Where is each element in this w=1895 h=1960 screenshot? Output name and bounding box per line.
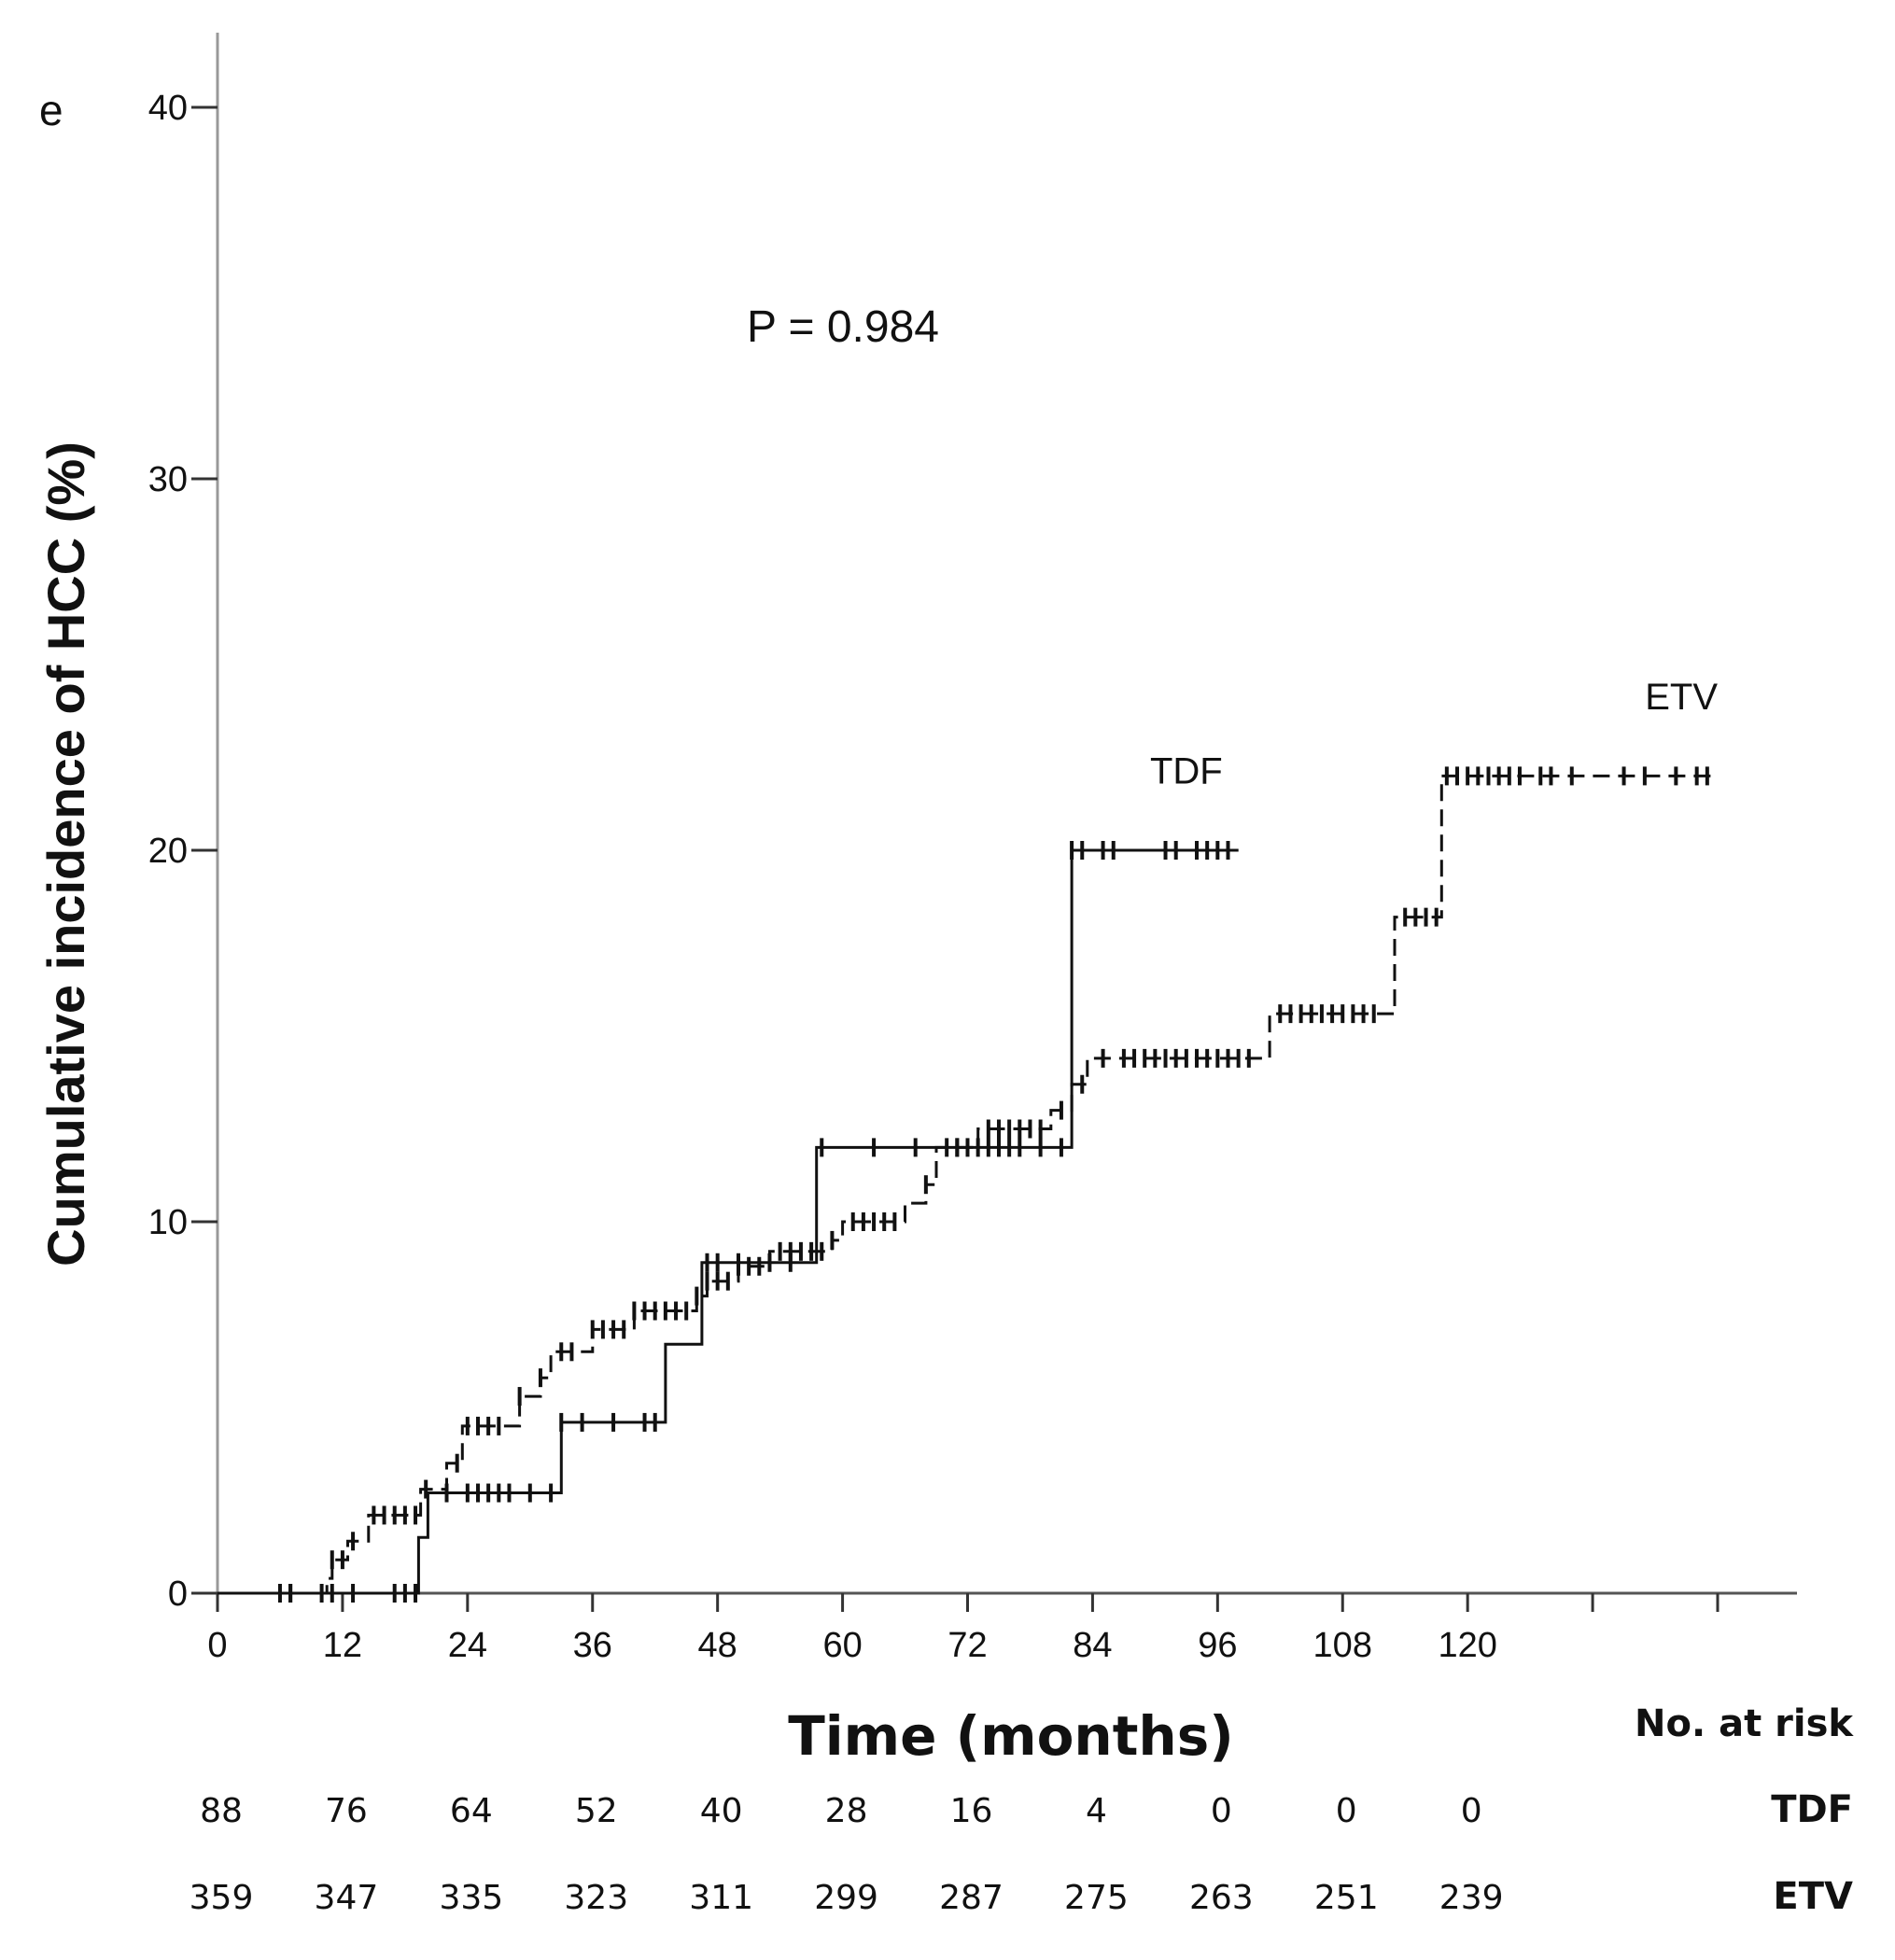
- axes: 0 10 20 30 40 0 12 24 36 48 60 72 84 96 108 120: [148, 33, 1797, 1665]
- risk-count-etv: 347: [315, 1879, 379, 1917]
- p-value-annotation: P = 0.984: [747, 302, 939, 352]
- y-tick-label: 30: [148, 460, 188, 499]
- risk-count-tdf: 16: [950, 1792, 993, 1830]
- risk-count-tdf: 64: [450, 1792, 493, 1830]
- tdf-series-label: TDF: [1150, 750, 1223, 791]
- risk-count-tdf: 0: [1461, 1792, 1482, 1830]
- risk-count-tdf: 0: [1336, 1792, 1357, 1830]
- risk-table-header: No. at risk: [1635, 1702, 1854, 1745]
- y-axis-label: Cumulative incidence of HCC (%): [36, 441, 95, 1267]
- risk-row-label-etv: ETV: [1773, 1875, 1853, 1918]
- x-tick-label: 108: [1313, 1626, 1372, 1665]
- risk-count-etv: 359: [190, 1879, 254, 1917]
- y-tick-label: 40: [148, 89, 188, 128]
- risk-count-etv: 311: [689, 1879, 753, 1917]
- risk-count-etv: 263: [1189, 1879, 1254, 1917]
- x-tick-label: 84: [1073, 1626, 1112, 1665]
- risk-count-tdf: 0: [1211, 1792, 1232, 1830]
- plot-area: [218, 766, 1718, 1603]
- x-tick-label: 24: [448, 1626, 487, 1665]
- x-tick-label: 96: [1198, 1626, 1237, 1665]
- risk-count-tdf: 52: [575, 1792, 618, 1830]
- x-axis-label: Time (months): [788, 1704, 1234, 1768]
- y-tick-label: 10: [148, 1203, 188, 1242]
- x-tick-label: 12: [323, 1626, 362, 1665]
- y-tick-label: 0: [168, 1575, 188, 1614]
- tdf-curve: [218, 848, 1239, 1595]
- risk-count-tdf: 28: [825, 1792, 868, 1830]
- risk-count-etv: 239: [1439, 1879, 1504, 1917]
- x-tick-label: 48: [698, 1626, 737, 1665]
- risk-count-tdf: 4: [1086, 1792, 1107, 1830]
- risk-count-etv: 323: [564, 1879, 628, 1917]
- y-tick-label: 20: [148, 832, 188, 871]
- risk-count-etv: 251: [1314, 1879, 1379, 1917]
- risk-count-etv: 299: [814, 1879, 878, 1917]
- risk-count-tdf: 88: [200, 1792, 243, 1830]
- risk-count-etv: 335: [439, 1879, 503, 1917]
- etv-series-label: ETV: [1645, 677, 1718, 718]
- risk-count-tdf: 76: [325, 1792, 368, 1830]
- x-tick-label: 72: [948, 1626, 987, 1665]
- series-labels: TDF ETV: [1150, 677, 1718, 792]
- risk-count-etv: 275: [1064, 1879, 1129, 1917]
- x-tick-label: 120: [1438, 1626, 1496, 1665]
- etv-curve: [218, 774, 1718, 1595]
- x-tick-label: 60: [822, 1626, 862, 1665]
- panel-label: e: [39, 86, 63, 134]
- x-tick-label: 36: [573, 1626, 612, 1665]
- risk-count-etv: 287: [939, 1879, 1004, 1917]
- risk-count-tdf: 40: [700, 1792, 743, 1830]
- x-tick-label: 0: [207, 1626, 227, 1665]
- risk-row-label-tdf: TDF: [1771, 1788, 1853, 1831]
